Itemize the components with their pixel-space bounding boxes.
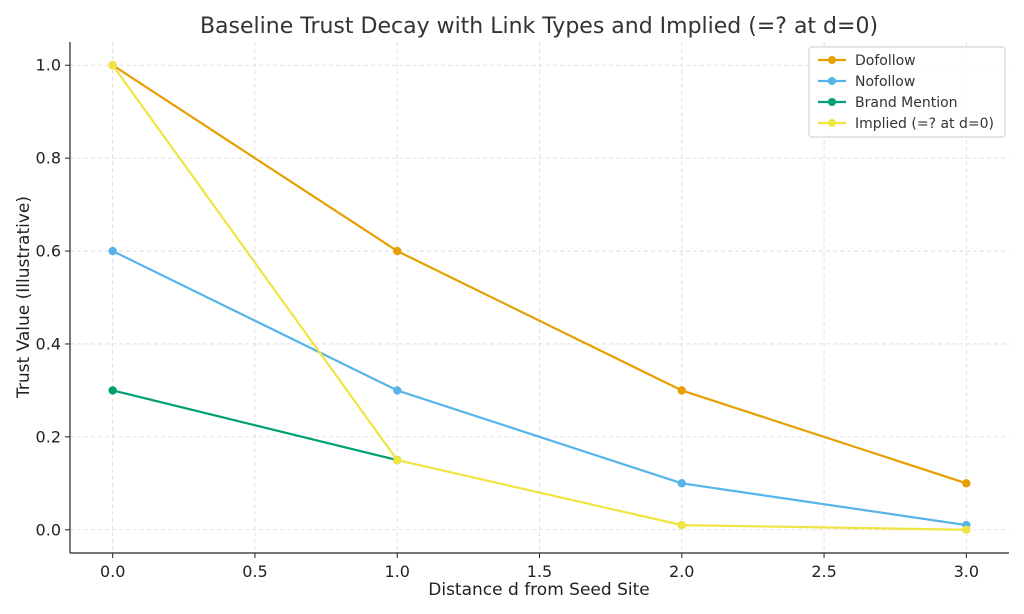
y-tick-label: 0.2 bbox=[36, 427, 61, 446]
x-axis-label: Distance d from Seed Site bbox=[428, 580, 649, 600]
legend-item: Implied (=? at d=0) bbox=[818, 116, 994, 132]
data-point bbox=[962, 525, 971, 534]
series-group bbox=[108, 61, 971, 534]
data-point bbox=[108, 386, 117, 395]
series-line bbox=[111, 64, 967, 531]
y-axis-label: Trust Value (Illustrative) bbox=[14, 196, 34, 399]
x-axis-ticks: 0.0 0.5 1.0 1.5 2.0 2.5 3.0 bbox=[100, 553, 979, 581]
data-point bbox=[108, 61, 117, 70]
data-point bbox=[108, 246, 117, 256]
y-tick-label: 0.6 bbox=[36, 242, 61, 261]
data-point bbox=[393, 246, 402, 256]
data-point bbox=[393, 455, 402, 465]
legend-label: Brand Mention bbox=[855, 95, 958, 111]
x-tick-label: 1.5 bbox=[527, 562, 552, 581]
chart-title: Baseline Trust Decay with Link Types and… bbox=[200, 14, 878, 39]
legend-item: Brand Mention bbox=[818, 95, 958, 111]
y-axis-ticks: 0.0 0.2 0.4 0.6 0.8 1.0 bbox=[36, 56, 70, 539]
legend-label: Dofollow bbox=[855, 53, 916, 69]
series-2 bbox=[108, 386, 402, 465]
legend-label: Nofollow bbox=[855, 74, 915, 90]
legend-swatch-marker bbox=[828, 98, 836, 106]
y-tick-label: 0.8 bbox=[36, 149, 61, 168]
y-tick-label: 1.0 bbox=[36, 56, 61, 75]
data-point bbox=[962, 479, 971, 488]
grid bbox=[70, 42, 1009, 553]
x-tick-label: 2.0 bbox=[669, 562, 694, 581]
data-point bbox=[677, 520, 686, 530]
legend-swatch-marker bbox=[828, 56, 836, 64]
series-line bbox=[112, 64, 967, 485]
x-tick-label: 1.0 bbox=[385, 562, 410, 581]
legend-label: Implied (=? at d=0) bbox=[855, 116, 994, 132]
series-line bbox=[112, 250, 967, 527]
legend-item: Nofollow bbox=[818, 74, 915, 90]
x-tick-label: 0.0 bbox=[100, 562, 125, 581]
series-3 bbox=[108, 61, 971, 534]
legend-box bbox=[808, 46, 1006, 138]
x-tick-label: 0.5 bbox=[242, 562, 267, 581]
legend: Dofollow Nofollow Brand Mention Implied (=?… bbox=[808, 46, 1006, 138]
y-tick-label: 0.4 bbox=[36, 334, 61, 353]
x-tick-label: 2.5 bbox=[811, 562, 836, 581]
legend-swatch-marker bbox=[828, 119, 836, 127]
legend-swatch-marker bbox=[828, 77, 836, 85]
data-point bbox=[677, 479, 686, 488]
series-line bbox=[112, 389, 398, 462]
x-tick-label: 3.0 bbox=[954, 562, 979, 581]
data-point bbox=[677, 386, 686, 395]
y-tick-label: 0.0 bbox=[36, 520, 61, 539]
data-point bbox=[393, 386, 402, 395]
legend-item: Dofollow bbox=[818, 53, 916, 69]
